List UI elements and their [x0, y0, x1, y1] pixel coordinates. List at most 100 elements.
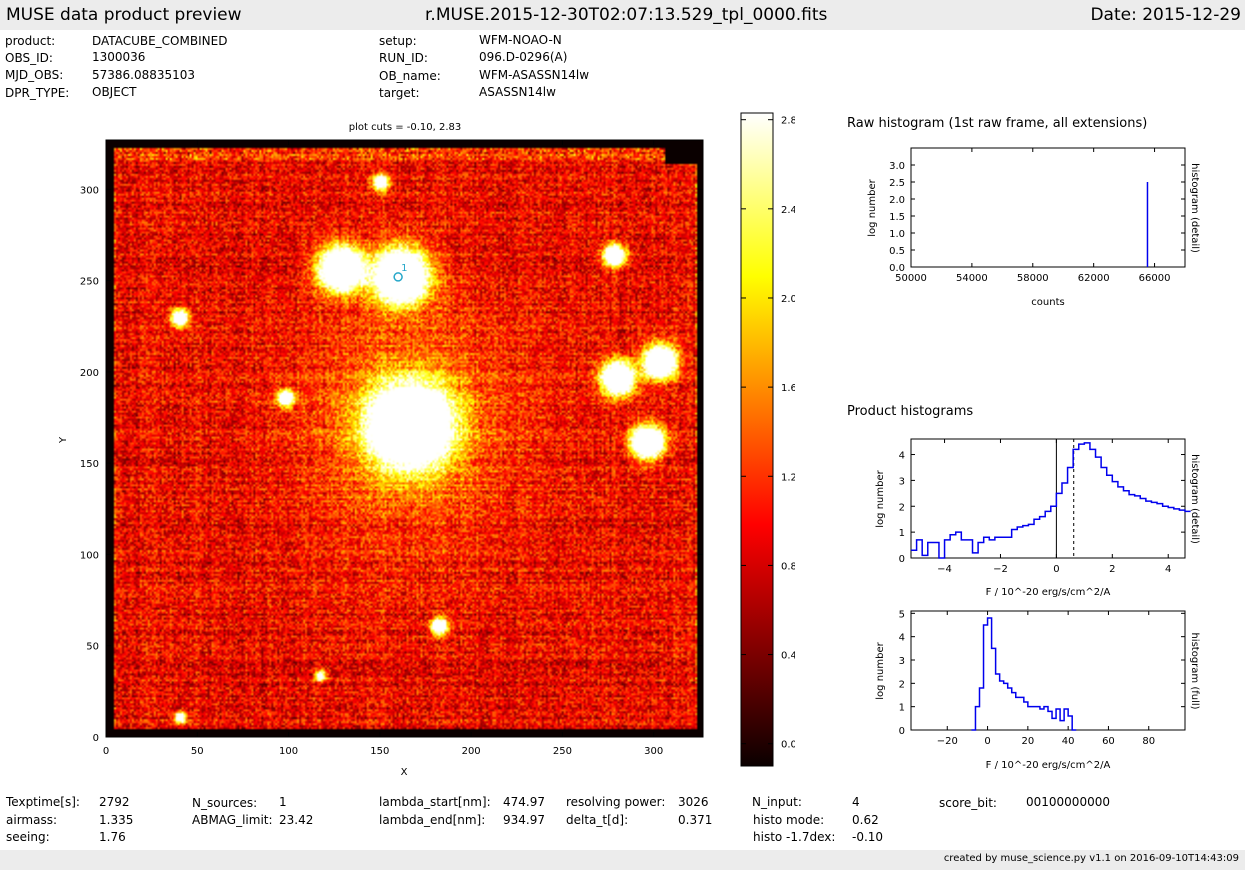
y-tick-label: 1: [899, 703, 905, 714]
x-tick-label: 150: [370, 746, 389, 757]
meta-label: target:: [379, 86, 420, 100]
x-tick-label: 4: [1165, 564, 1171, 575]
full-y-axis-label: log number: [875, 641, 886, 699]
x-tick-label: 62000: [1078, 273, 1110, 284]
colorbar-tick-label: 2.0: [781, 294, 795, 305]
x-tick-label: 200: [462, 746, 481, 757]
colorbar-tick-label: 0.8: [781, 561, 795, 572]
x-tick-label: 2: [1109, 564, 1115, 575]
y-tick-label: 2: [899, 679, 905, 690]
y-tick-label: 0: [899, 554, 905, 565]
stat-value: 2792: [99, 795, 130, 809]
image-frame: [105, 139, 704, 738]
stat-label: Texptime[s]:: [6, 795, 80, 809]
meta-value: WFM-NOAO-N: [479, 33, 562, 47]
y-tick-label: 300: [80, 185, 99, 196]
x-tick-label: 100: [279, 746, 298, 757]
raw-y2-axis-label: histogram (detail): [1189, 163, 1200, 253]
stat-value: 0.371: [678, 813, 713, 827]
y-tick-label: 3: [899, 656, 905, 667]
y-tick-label: 1: [899, 528, 905, 539]
stat-value: 23.42: [279, 813, 314, 827]
stat-value: 1.76: [99, 830, 126, 844]
title-bar: MUSE data product preview r.MUSE.2015-12…: [0, 0, 1245, 30]
meta-value: ASASSN14lw: [479, 85, 556, 99]
stat-value: 3026: [678, 795, 709, 809]
credit-text: created by muse_science.py v1.1 on 2016-…: [943, 853, 1239, 864]
x-tick-label: 300: [644, 746, 663, 757]
source-marker: [393, 272, 403, 282]
colorbar-tick-label: 2.8: [781, 116, 795, 127]
meta-value: DATACUBE_COMBINED: [92, 34, 228, 48]
y-tick-label: 100: [80, 550, 99, 561]
stat-label: N_input:: [752, 795, 802, 809]
meta-label: DPR_TYPE:: [5, 86, 70, 100]
meta-label: RUN_ID:: [379, 51, 428, 65]
stat-value: 474.97: [503, 795, 545, 809]
stat-label: airmass:: [6, 813, 57, 827]
stat-label: ABMAG_limit:: [192, 813, 273, 827]
x-tick-label: 250: [553, 746, 572, 757]
stat-value: 1: [279, 795, 287, 809]
x-tick-label: 0: [1053, 564, 1059, 575]
page-title: MUSE data product preview: [6, 5, 242, 25]
stat-label: histo -1.7dex:: [753, 830, 836, 844]
x-tick-label: 0: [984, 736, 990, 747]
meta-value: WFM-ASASSN14lw: [479, 68, 590, 82]
y-tick-label: 0.5: [889, 246, 905, 257]
y-axis-label: Y: [58, 436, 69, 444]
x-tick-label: 40: [1062, 736, 1075, 747]
colorbar-tick-label: 0.4: [781, 651, 795, 662]
raw-x-axis-label: counts: [1031, 297, 1064, 308]
stat-value: 1.335: [99, 813, 134, 827]
y-tick-label: 200: [80, 368, 99, 379]
colorbar-gradient: [740, 112, 774, 767]
source-marker-label: 1: [401, 263, 407, 274]
plot-frame: [910, 438, 1186, 559]
y-tick-label: 1.0: [889, 229, 905, 240]
y-tick-label: 2: [899, 502, 905, 513]
histogram-series: [911, 442, 1191, 559]
stat-value: 0.62: [852, 813, 879, 827]
y-tick-label: 0: [899, 726, 905, 737]
observation-date: Date: 2015-12-29: [1090, 5, 1241, 25]
stat-value: -0.10: [852, 830, 884, 844]
full-y2-axis-label: histogram (full): [1189, 632, 1200, 709]
x-tick-label: 50000: [895, 273, 927, 284]
credit-bar: created by muse_science.py v1.1 on 2016-…: [0, 850, 1245, 870]
meta-value: 57386.08835103: [92, 68, 196, 82]
x-axis-label: X: [401, 767, 408, 778]
stat-label: resolving power:: [566, 795, 666, 809]
y-tick-label: 250: [80, 277, 99, 288]
x-tick-label: 66000: [1139, 273, 1171, 284]
stat-label: lambda_start[nm]:: [379, 795, 491, 809]
cube-image: [106, 140, 703, 737]
meta-label: MJD_OBS:: [5, 68, 64, 82]
stat-label: N_sources:: [192, 796, 258, 810]
meta-value: 096.D-0296(A): [479, 50, 568, 64]
x-tick-label: 58000: [1017, 273, 1049, 284]
x-tick-label: 0: [103, 746, 109, 757]
y-tick-label: 50: [86, 642, 99, 653]
plot-frame: [910, 147, 1186, 268]
chart-title: plot cuts = -0.10, 2.83: [349, 122, 462, 133]
detail-y-axis-label: log number: [875, 469, 886, 527]
colorbar-tick-label: 2.4: [781, 205, 795, 216]
y-tick-label: 2.5: [889, 178, 905, 189]
meta-label: setup:: [379, 34, 417, 48]
stat-label: histo mode:: [753, 813, 825, 827]
meta-label: product:: [5, 34, 56, 48]
meta-label: OB_name:: [379, 69, 441, 83]
colorbar-tick-label: 1.6: [781, 383, 795, 394]
meta-value: OBJECT: [92, 85, 137, 99]
histogram-series: [971, 617, 1077, 731]
meta-label: OBS_ID:: [5, 51, 53, 65]
colorbar-tick-label: 0.0: [781, 740, 795, 751]
x-tick-label: 80: [1142, 736, 1155, 747]
x-tick-label: 20: [1021, 736, 1034, 747]
raw-histogram-title: Raw histogram (1st raw frame, all extens…: [847, 116, 1147, 131]
stat-value: 00100000000: [1026, 795, 1110, 809]
x-tick-label: 60: [1102, 736, 1115, 747]
colorbar: 0.0 0.4 0.8 1.2 1.6 2.0 2.4 2.8: [740, 112, 795, 767]
y-tick-label: 0: [93, 733, 99, 744]
